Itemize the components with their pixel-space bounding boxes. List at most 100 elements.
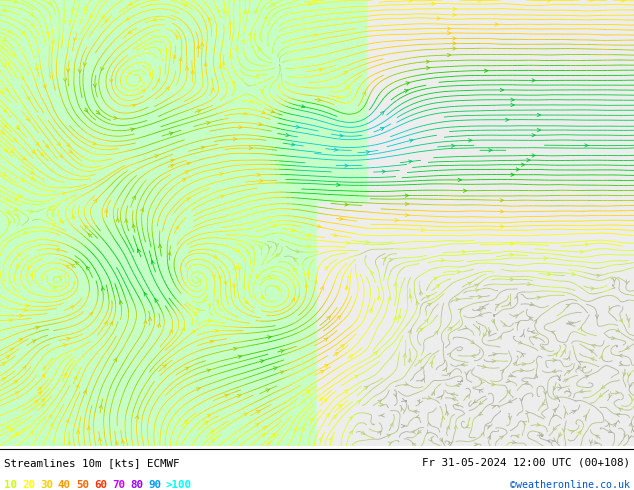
FancyArrowPatch shape (169, 132, 173, 135)
FancyArrowPatch shape (148, 318, 152, 321)
FancyArrowPatch shape (49, 415, 52, 418)
FancyArrowPatch shape (35, 68, 38, 71)
FancyArrowPatch shape (468, 282, 471, 285)
FancyArrowPatch shape (196, 388, 200, 391)
FancyArrowPatch shape (552, 438, 555, 441)
FancyArrowPatch shape (340, 344, 344, 348)
FancyArrowPatch shape (101, 67, 104, 71)
FancyArrowPatch shape (68, 149, 72, 153)
FancyArrowPatch shape (456, 298, 459, 301)
FancyArrowPatch shape (76, 385, 79, 388)
FancyArrowPatch shape (334, 148, 337, 151)
FancyArrowPatch shape (70, 306, 74, 309)
FancyArrowPatch shape (256, 423, 259, 427)
FancyArrowPatch shape (510, 278, 514, 281)
FancyArrowPatch shape (436, 284, 439, 288)
FancyArrowPatch shape (266, 389, 269, 392)
FancyArrowPatch shape (623, 372, 626, 376)
FancyArrowPatch shape (491, 383, 495, 386)
FancyArrowPatch shape (296, 125, 300, 128)
Text: 70: 70 (112, 480, 125, 490)
FancyArrowPatch shape (72, 215, 75, 219)
FancyArrowPatch shape (176, 35, 179, 39)
FancyArrowPatch shape (320, 370, 324, 373)
FancyArrowPatch shape (562, 350, 566, 354)
FancyArrowPatch shape (1, 46, 4, 49)
FancyArrowPatch shape (260, 360, 264, 363)
FancyArrowPatch shape (462, 250, 465, 253)
FancyArrowPatch shape (619, 318, 623, 322)
FancyArrowPatch shape (380, 111, 384, 115)
FancyArrowPatch shape (333, 234, 337, 237)
FancyArrowPatch shape (313, 0, 316, 3)
FancyArrowPatch shape (597, 274, 600, 277)
FancyArrowPatch shape (255, 74, 259, 78)
FancyArrowPatch shape (216, 299, 219, 303)
FancyArrowPatch shape (262, 111, 265, 114)
FancyArrowPatch shape (542, 402, 546, 405)
FancyArrowPatch shape (534, 374, 538, 378)
FancyArrowPatch shape (510, 253, 514, 256)
FancyArrowPatch shape (67, 69, 70, 72)
FancyArrowPatch shape (432, 2, 435, 5)
FancyArrowPatch shape (185, 367, 189, 370)
FancyArrowPatch shape (426, 66, 430, 70)
FancyArrowPatch shape (4, 87, 8, 91)
FancyArrowPatch shape (1, 363, 5, 366)
FancyArrowPatch shape (101, 287, 105, 291)
FancyArrowPatch shape (532, 154, 535, 157)
FancyArrowPatch shape (590, 350, 594, 353)
FancyArrowPatch shape (533, 336, 537, 339)
FancyArrowPatch shape (313, 34, 317, 37)
FancyArrowPatch shape (412, 443, 416, 446)
FancyArrowPatch shape (565, 412, 568, 415)
FancyArrowPatch shape (512, 441, 516, 444)
FancyArrowPatch shape (366, 241, 369, 244)
FancyArrowPatch shape (547, 272, 551, 276)
FancyArrowPatch shape (319, 68, 323, 72)
FancyArrowPatch shape (259, 245, 262, 249)
FancyArrowPatch shape (427, 430, 430, 434)
FancyArrowPatch shape (235, 47, 238, 50)
FancyArrowPatch shape (401, 398, 406, 401)
FancyArrowPatch shape (301, 105, 305, 108)
FancyArrowPatch shape (110, 321, 113, 325)
FancyArrowPatch shape (36, 142, 39, 146)
FancyArrowPatch shape (41, 404, 44, 408)
FancyArrowPatch shape (547, 440, 551, 443)
FancyArrowPatch shape (30, 210, 33, 213)
FancyArrowPatch shape (45, 144, 48, 147)
FancyArrowPatch shape (488, 436, 491, 439)
FancyArrowPatch shape (66, 419, 69, 423)
FancyArrowPatch shape (418, 430, 421, 434)
FancyArrowPatch shape (61, 220, 64, 224)
FancyArrowPatch shape (532, 134, 535, 137)
FancyArrowPatch shape (220, 195, 224, 198)
FancyArrowPatch shape (421, 228, 425, 232)
FancyArrowPatch shape (67, 337, 70, 341)
FancyArrowPatch shape (435, 331, 438, 334)
FancyArrowPatch shape (431, 392, 434, 395)
FancyArrowPatch shape (308, 2, 312, 6)
FancyArrowPatch shape (447, 373, 451, 376)
FancyArrowPatch shape (629, 423, 632, 426)
FancyArrowPatch shape (552, 331, 555, 334)
FancyArrowPatch shape (339, 405, 342, 408)
FancyArrowPatch shape (291, 228, 295, 232)
FancyArrowPatch shape (30, 171, 34, 174)
Text: 30: 30 (40, 480, 53, 490)
FancyArrowPatch shape (389, 259, 392, 262)
Text: 40: 40 (58, 480, 71, 490)
FancyArrowPatch shape (398, 315, 401, 318)
FancyArrowPatch shape (86, 267, 90, 270)
FancyArrowPatch shape (522, 363, 526, 366)
FancyArrowPatch shape (527, 158, 530, 162)
FancyArrowPatch shape (591, 287, 594, 290)
FancyArrowPatch shape (224, 394, 228, 397)
FancyArrowPatch shape (242, 40, 245, 43)
FancyArrowPatch shape (419, 328, 423, 332)
FancyArrowPatch shape (479, 412, 482, 415)
FancyArrowPatch shape (153, 18, 157, 21)
FancyArrowPatch shape (500, 198, 503, 202)
FancyArrowPatch shape (259, 179, 263, 182)
